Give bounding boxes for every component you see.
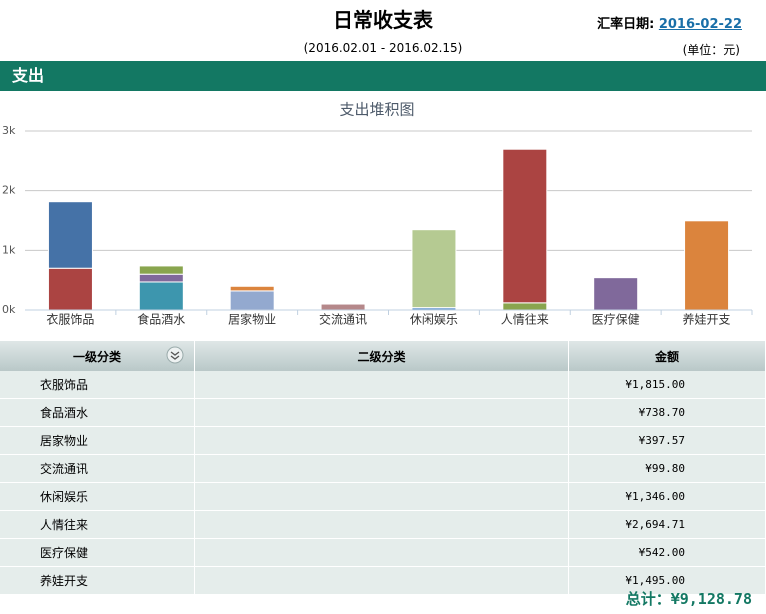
- table-cell: 交流通讯: [0, 454, 195, 483]
- table-row: 休闲娱乐 ¥1,346.00: [0, 482, 766, 511]
- table-row: 居家物业 ¥397.57: [0, 426, 766, 455]
- table: 一级分类 二级分类 金额 衣服饰品 ¥1,815.00 食品酒水 ¥738.70 居家物…: [0, 341, 766, 595]
- table-row: 食品酒水 ¥738.70: [0, 398, 766, 427]
- table-cell: ¥2,694.71: [568, 510, 766, 539]
- table-cell: 医疗保健: [0, 538, 195, 567]
- table-cell: ¥1,346.00: [568, 482, 766, 511]
- bar-segment: [47, 201, 93, 269]
- table-row: 衣服饰品 ¥1,815.00: [0, 371, 766, 399]
- x-tick-label: 衣服饰品: [46, 312, 94, 327]
- section-title: 支出: [12, 66, 45, 85]
- bar-segment: [229, 285, 275, 292]
- x-tick-label: 食品酒水: [137, 312, 185, 327]
- table-cell: 休闲娱乐: [0, 482, 195, 511]
- table-cell: [194, 371, 569, 399]
- sort-icon[interactable]: [166, 346, 184, 364]
- table-cell: ¥542.00: [568, 538, 766, 567]
- bar-segment: [684, 220, 730, 311]
- table-cell: [194, 510, 569, 539]
- bar-segment: [411, 229, 457, 309]
- x-tick-label: 休闲娱乐: [410, 313, 458, 327]
- table-cell: [194, 454, 569, 483]
- rate-date: 汇率日期: 2016-02-22: [597, 13, 742, 32]
- bar-segment: [502, 148, 548, 304]
- total: 总计：¥9,128.78: [626, 588, 752, 609]
- unit: (单位：元): [682, 43, 740, 57]
- x-tick-label: 人情往来: [501, 312, 549, 327]
- table-cell: ¥738.70: [568, 398, 766, 427]
- table-cell: 居家物业: [0, 426, 195, 455]
- table-cell: 食品酒水: [0, 398, 195, 427]
- bar-segment: [138, 265, 184, 275]
- header-cell: 金额: [568, 341, 766, 371]
- table-cell: ¥397.57: [568, 426, 766, 455]
- table-row: 人情往来 ¥2,694.71: [0, 510, 766, 539]
- chart-title: 支出堆积图: [339, 101, 414, 119]
- page-title: 日常收支表: [333, 8, 433, 32]
- table-cell: ¥1,815.00: [568, 371, 766, 399]
- table-cell: [194, 426, 569, 455]
- table-cell: ¥1,495.00: [568, 566, 766, 595]
- table-row: 交流通讯 ¥99.80: [0, 454, 766, 483]
- table-row: 养娃开支 ¥1,495.00: [0, 566, 766, 595]
- bar-segment: [138, 273, 184, 283]
- x-tick-label: 居家物业: [228, 312, 276, 327]
- table-cell: ¥99.80: [568, 454, 766, 483]
- y-tick-label: 1k: [2, 243, 16, 256]
- section-bar: 支出: [0, 61, 766, 91]
- bar-segment: [47, 267, 93, 311]
- total-label: 总计：: [625, 590, 671, 608]
- x-tick-label: 交流通讯: [319, 312, 367, 327]
- bar-segment: [320, 303, 366, 311]
- period: (2016.02.01 - 2016.02.15): [303, 41, 463, 55]
- table-cell: 人情往来: [0, 510, 195, 539]
- bar-segment: [229, 290, 275, 311]
- table-cell: 衣服饰品: [0, 371, 195, 399]
- bar-segment: [593, 277, 639, 311]
- chart: 支出堆积图 0k 1k 2k 3k 衣服饰品 食品酒水 居家物业 交流通讯 休闲娱乐 人情往来 医疗…: [2, 101, 753, 327]
- table-cell: 养娃开支: [0, 566, 195, 595]
- table-row: 医疗保健 ¥542.00: [0, 538, 766, 567]
- table-cell: [194, 566, 569, 595]
- y-tick-label: 3k: [2, 124, 16, 137]
- x-tick-label: 养娃开支: [683, 312, 731, 327]
- x-tick-label: 医疗保健: [592, 313, 640, 327]
- total-value: ¥9,128.78: [670, 590, 752, 608]
- rate-label: 汇率日期:: [597, 17, 655, 32]
- bar-segment: [502, 302, 548, 311]
- y-tick-label: 0k: [2, 303, 16, 316]
- table-cell: [194, 398, 569, 427]
- y-tick-label: 2k: [2, 184, 16, 197]
- header-text: 一级分类: [72, 349, 121, 364]
- header-cell: 二级分类: [194, 341, 569, 371]
- header-cell: 一级分类: [0, 341, 195, 371]
- table-cell: [194, 538, 569, 567]
- table-cell: [194, 482, 569, 511]
- bar-segment: [138, 281, 184, 311]
- rate-date-link[interactable]: 2016-02-22: [658, 17, 742, 32]
